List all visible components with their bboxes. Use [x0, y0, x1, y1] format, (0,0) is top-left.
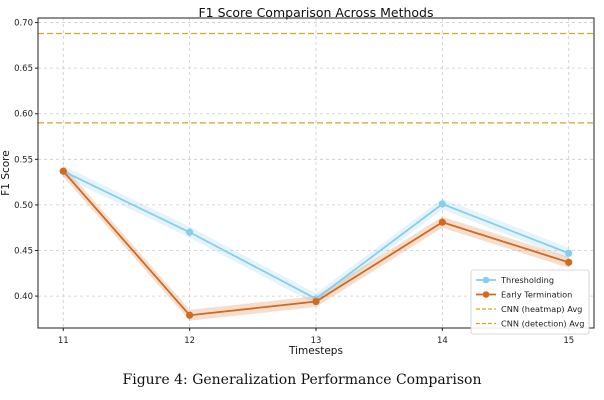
y-tick-label: 0.45 — [14, 247, 33, 257]
series-point — [312, 297, 320, 306]
y-axis-label: F1 Score — [0, 150, 12, 195]
x-tick-label: 15 — [563, 336, 574, 346]
chart-title: F1 Score Comparison Across Methods — [198, 5, 433, 20]
series-point — [565, 258, 573, 266]
x-tick-label: 13 — [311, 336, 322, 346]
reference-lines — [38, 32, 594, 124]
series-point — [565, 249, 573, 257]
legend-label: Thresholding — [500, 275, 554, 285]
x-tick-label: 11 — [58, 336, 69, 346]
legend-label: CNN (detection) Avg — [501, 319, 584, 329]
legend-label: Early Termination — [501, 290, 572, 300]
series-point — [438, 200, 446, 208]
x-tick-label: 12 — [184, 336, 195, 346]
y-tick-label: 0.60 — [14, 110, 33, 120]
series-lines — [59, 167, 573, 319]
y-tick-label: 0.50 — [14, 201, 33, 211]
f1-score-chart: F1 Score Comparison Across Methods 0.400… — [0, 5, 595, 357]
series-band — [63, 165, 569, 305]
y-tick-label: 0.70 — [14, 19, 33, 29]
y-tick-label: 0.65 — [14, 64, 33, 74]
legend-box — [470, 269, 590, 335]
figure-caption: Figure 4: Generalization Performance Com… — [122, 372, 482, 388]
legend-swatch-marker — [482, 291, 490, 298]
series-point — [438, 218, 446, 226]
legend-label: CNN (heatmap) Avg — [501, 304, 582, 314]
confidence-bands — [63, 165, 569, 321]
series-point — [186, 228, 194, 236]
y-tick-label: 0.55 — [14, 155, 33, 165]
x-tick-label: 14 — [437, 336, 448, 346]
series-point — [59, 167, 67, 175]
series-point — [186, 311, 194, 319]
x-axis-label: Timesteps — [288, 345, 343, 357]
y-ticks: 0.40 0.45 0.50 0.55 0.60 0.65 0.70 — [14, 19, 38, 302]
legend: Thresholding Early Termination CNN (heatma… — [470, 269, 590, 335]
y-tick-label: 0.40 — [14, 292, 33, 302]
legend-swatch-marker — [482, 276, 490, 284]
